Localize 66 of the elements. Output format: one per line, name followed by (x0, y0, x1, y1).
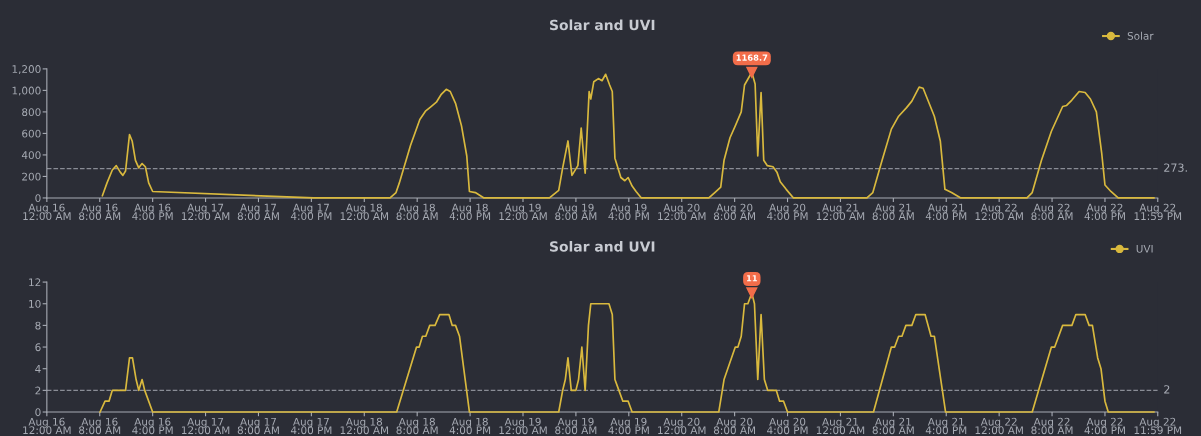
x-tick-label: Aug 17 4:00 PM (290, 203, 332, 221)
x-tick-label: Aug 16 4:00 PM (132, 417, 173, 435)
x-tick-label: Aug 17 12:00 AM (181, 417, 230, 435)
x-tick-label: Aug 19 4:00 PM (608, 417, 649, 435)
x-tick-label: Aug 20 12:00 AM (658, 417, 706, 435)
y-tick-label: 6 (35, 343, 41, 352)
x-tick-label: Aug 21 4:00 PM (925, 417, 967, 435)
y-tick-label: 1,000 (12, 86, 41, 96)
annotation: 1168.7 (736, 54, 768, 61)
x-tick-label: Aug 19 4:00 PM (608, 203, 649, 221)
chart-title: Solar and UVI (550, 240, 655, 252)
x-tick-label: Aug 22 12:00 AM (975, 203, 1023, 221)
annotation: 11 (746, 275, 758, 282)
x-tick-label: Aug 18 4:00 PM (449, 203, 491, 221)
x-tick-label: Aug 20 12:00 AM (658, 203, 706, 221)
legend-label: Solar (1127, 31, 1154, 40)
x-tick-label: Aug 16 8:00 AM (79, 203, 121, 221)
y-tick-label: 1,200 (12, 65, 41, 75)
y-tick-label: 4 (35, 365, 41, 373)
x-tick-label: Aug 20 8:00 AM (713, 203, 756, 221)
x-tick-label: Aug 17 8:00 AM (237, 203, 279, 221)
x-tick-label: Aug 20 4:00 PM (767, 203, 808, 221)
ref-line-label: 2 (1164, 385, 1170, 394)
y-tick-label: 10 (29, 299, 41, 308)
y-tick-label: 400 (21, 151, 41, 160)
x-tick-label: Aug 18 8:00 AM (396, 203, 438, 221)
y-tick-label: 12 (29, 278, 41, 287)
x-tick-label: Aug 22 11:59 PM (1134, 203, 1182, 221)
x-tick-label: Aug 18 12:00 AM (340, 203, 388, 221)
x-tick-label: Aug 21 8:00 AM (872, 417, 914, 435)
y-tick-label: 600 (22, 129, 41, 138)
x-tick-label: Aug 21 4:00 PM (925, 203, 967, 221)
chart-title: Solar and UVI (550, 19, 655, 31)
x-tick-label: Aug 16 12:00 AM (23, 417, 71, 435)
x-tick-label: Aug 17 12:00 AM (181, 203, 230, 221)
x-tick-label: Aug 18 12:00 AM (340, 417, 388, 435)
x-tick-label: Aug 19 12:00 AM (499, 417, 547, 435)
x-tick-label: Aug 16 8:00 AM (79, 417, 121, 435)
x-tick-label: Aug 21 12:00 AM (816, 417, 865, 435)
x-tick-label: Aug 21 12:00 AM (816, 203, 865, 221)
x-tick-label: Aug 17 8:00 AM (237, 417, 279, 435)
x-tick-label: Aug 22 11:59 PM (1134, 417, 1182, 435)
x-tick-label: Aug 17 4:00 PM (290, 417, 332, 435)
x-tick-label: Aug 16 12:00 AM (23, 203, 71, 221)
x-tick-label: Aug 22 4:00 PM (1084, 203, 1125, 221)
y-tick-label: 200 (22, 172, 41, 181)
x-tick-label: Aug 20 8:00 AM (713, 417, 756, 435)
y-tick-label: 2 (35, 386, 41, 395)
x-tick-label: Aug 22 8:00 AM (1031, 203, 1073, 221)
x-tick-label: Aug 19 8:00 AM (555, 417, 597, 435)
x-tick-label: Aug 22 8:00 AM (1031, 417, 1073, 435)
x-tick-label: Aug 16 4:00 PM (132, 203, 173, 221)
x-tick-label: Aug 22 12:00 AM (975, 417, 1023, 435)
x-tick-label: Aug 19 12:00 AM (499, 203, 547, 221)
x-tick-label: Aug 20 4:00 PM (767, 417, 808, 435)
y-tick-label: 0 (35, 408, 41, 417)
x-tick-label: Aug 18 8:00 AM (396, 417, 438, 435)
x-tick-label: Aug 18 4:00 PM (449, 417, 491, 435)
x-tick-label: Aug 19 8:00 AM (555, 203, 597, 221)
ref-line-label: 273. (1164, 163, 1187, 172)
x-tick-label: Aug 21 8:00 AM (872, 203, 914, 221)
y-tick-label: 0 (35, 194, 41, 203)
y-tick-label: 8 (35, 321, 41, 330)
y-tick-label: 800 (22, 108, 41, 117)
x-tick-label: Aug 22 4:00 PM (1084, 417, 1125, 435)
legend-label: UVI (1136, 245, 1153, 253)
